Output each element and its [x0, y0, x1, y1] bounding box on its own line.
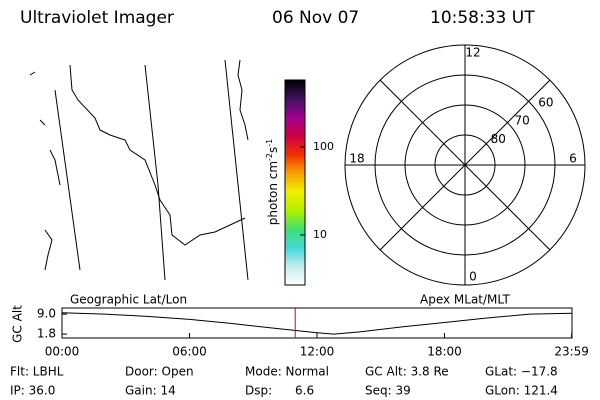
status-field: Gain: 14	[125, 384, 176, 398]
ring-label: 60	[538, 95, 553, 109]
status-field: GC Alt: 3.8 Re	[365, 365, 449, 379]
right-label: Apex MLat/MLT	[420, 293, 510, 307]
y-label: GC Alt	[11, 305, 25, 343]
altitude-line	[61, 312, 573, 335]
date: 06 Nov 07	[272, 8, 359, 28]
mlt-label: 0	[469, 270, 477, 284]
mlt-label: 6	[569, 152, 577, 166]
title: Ultraviolet Imager	[20, 8, 174, 28]
colorbar	[284, 79, 306, 286]
colorbar-label: photon cm-2s-1	[265, 139, 280, 226]
polar-ring	[374, 74, 556, 256]
x-tick-label: 18:00	[427, 345, 462, 359]
x-tick-label: 23:59	[554, 345, 589, 359]
colorbar-tick-label: 10	[313, 228, 327, 241]
label-part: s	[266, 147, 280, 153]
status-field: IP: 36.0	[10, 384, 55, 398]
mlt-label: 18	[349, 152, 364, 166]
x-tick-label: 06:00	[172, 345, 207, 359]
time: 10:58:33 UT	[430, 8, 535, 28]
polar-ring	[434, 134, 496, 196]
status-field: Flt: LBHL	[10, 365, 64, 379]
status-field: GLat: −17.8	[485, 365, 558, 379]
status-field: Seq: 39	[365, 384, 411, 398]
map-image	[29, 59, 249, 281]
y-tick-label: 1.8	[37, 327, 56, 341]
x-tick-label: 12:00	[300, 345, 335, 359]
polar-ring	[404, 104, 526, 226]
polar-spoke	[379, 79, 551, 251]
y-tick-label: 9.0	[37, 307, 56, 321]
status-field: Mode: Normal	[245, 365, 329, 379]
status-field: GLon: 121.4	[485, 384, 558, 398]
x-tick-label: 00:00	[45, 345, 80, 359]
label-part: -1	[265, 139, 274, 147]
colorbar-tick-label: 100	[313, 140, 334, 153]
status-field: Door: Open	[125, 365, 194, 379]
ring-label: 70	[514, 114, 529, 128]
mlt-label: 12	[465, 46, 480, 60]
label-part: photon cm	[266, 161, 280, 225]
ring-label: 80	[491, 132, 506, 146]
status-field: Dsp: 6.6	[245, 384, 314, 398]
label-part: -2	[265, 153, 274, 161]
left-label: Geographic Lat/Lon	[70, 293, 187, 307]
